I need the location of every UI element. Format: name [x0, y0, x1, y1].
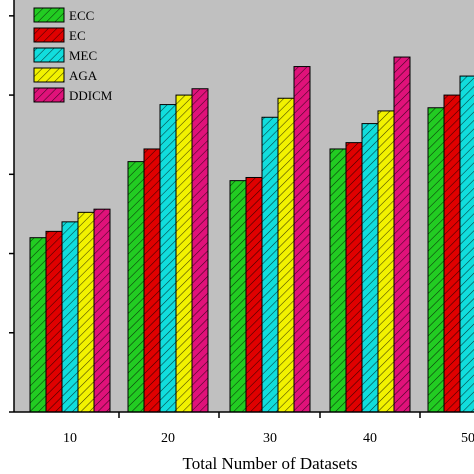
bar-hatch-ecc-10: [30, 237, 46, 412]
y-ticks: [9, 15, 14, 413]
bar-hatch-ecc-40: [330, 148, 346, 412]
bar-hatch-ddicm-40: [394, 57, 410, 413]
bar-hatch-mec-50: [460, 76, 474, 413]
x-tick-label-50: 50: [461, 431, 474, 446]
bar-hatch-mec-10: [62, 221, 78, 412]
bar-hatch-ec-40: [346, 142, 362, 412]
x-axis-title: Total Number of Datasets: [183, 454, 358, 473]
bar-hatch-mec-20: [160, 104, 176, 412]
bar-hatch-aga-10: [78, 212, 94, 412]
x-tick-label-20: 20: [161, 431, 175, 446]
x-ticks: 10 20 30 40 50: [63, 412, 474, 446]
bar-hatch-ec-10: [46, 231, 62, 412]
bar-hatch-ec-50: [444, 95, 460, 413]
bar-hatch-aga-30: [278, 98, 294, 412]
bar-hatch-aga-40: [378, 110, 394, 412]
legend-swatch-hatch-mec: [34, 48, 64, 62]
legend-label-ec: EC: [69, 28, 86, 43]
x-tick-label-40: 40: [363, 431, 377, 446]
legend-swatch-hatch-ec: [34, 28, 64, 42]
x-tick-label-10: 10: [63, 431, 77, 446]
legend-swatch-hatch-aga: [34, 68, 64, 82]
x-tick-label-30: 30: [263, 431, 277, 446]
bar-hatch-mec-40: [362, 123, 378, 412]
bar-hatch-ddicm-30: [294, 66, 310, 413]
bar-hatch-ecc-50: [428, 107, 444, 412]
bar-hatch-mec-30: [262, 117, 278, 412]
bar-hatch-ecc-20: [128, 161, 144, 412]
legend: ECC EC MEC AGA DDICM: [30, 4, 113, 108]
bar-hatch-ddicm-20: [192, 88, 208, 412]
bars-layer: [29, 56, 474, 413]
legend-swatch-hatch-ecc: [34, 8, 64, 22]
legend-label-aga: AGA: [69, 68, 98, 83]
bar-hatch-ec-20: [144, 148, 160, 412]
legend-label-ddicm: DDICM: [69, 88, 113, 103]
legend-label-mec: MEC: [69, 48, 97, 63]
bar-hatch-ddicm-10: [94, 209, 110, 412]
bar-hatch-ec-30: [246, 177, 262, 412]
bar-hatch-aga-20: [176, 95, 192, 413]
legend-label-ecc: ECC: [69, 8, 94, 23]
bar-hatch-ecc-30: [230, 180, 246, 412]
legend-swatch-hatch-ddicm: [34, 88, 64, 102]
